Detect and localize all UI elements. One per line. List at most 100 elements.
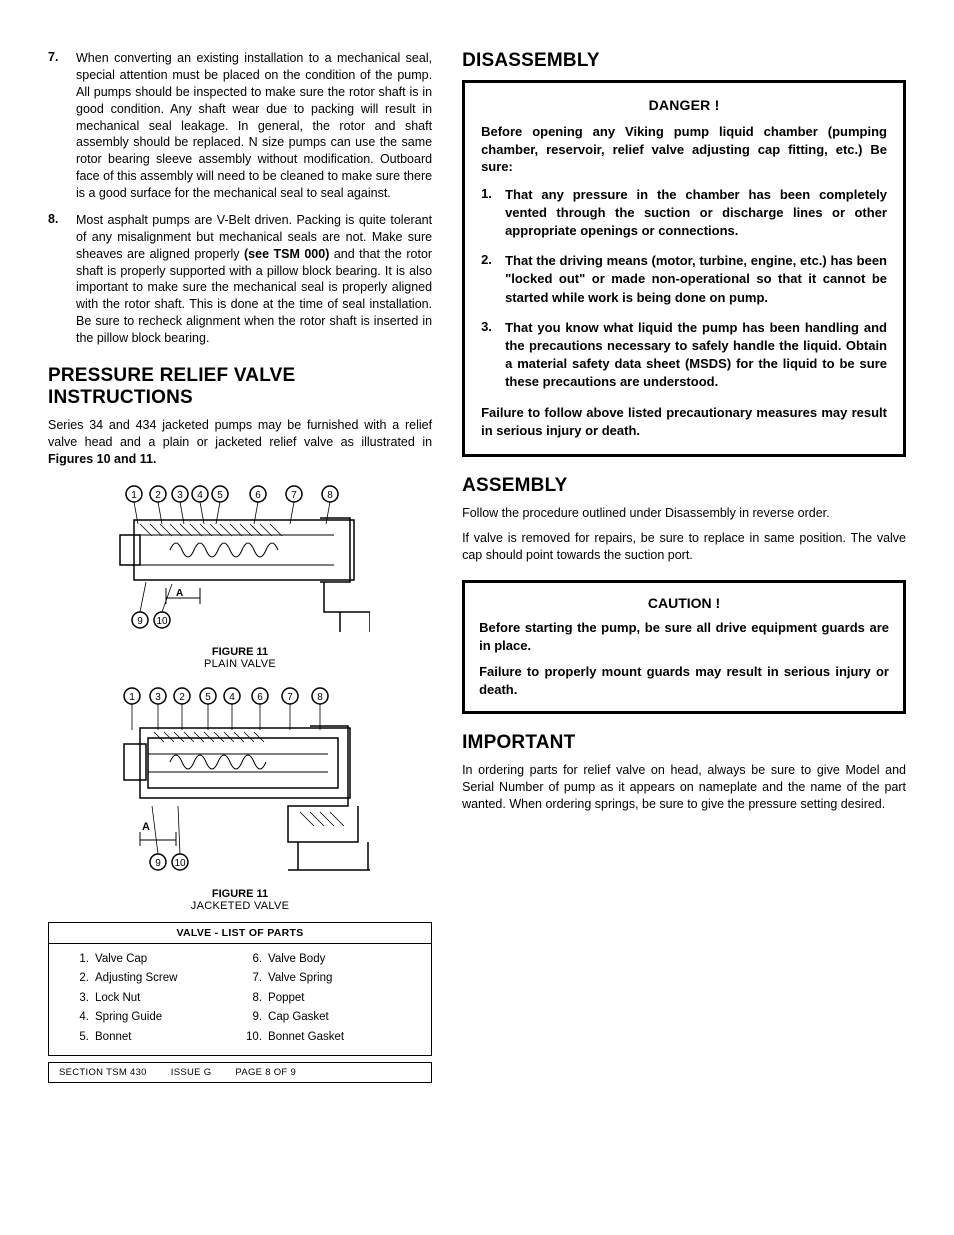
- important-heading: IMPORTANT: [462, 732, 906, 754]
- parts-row: 7.Valve Spring: [246, 969, 419, 989]
- caution-title: CAUTION !: [479, 595, 889, 611]
- footer-section: SECTION TSM 430: [59, 1067, 147, 1078]
- assembly-p2: If valve is removed for repairs, be sure…: [462, 530, 906, 564]
- prv-heading: PRESSURE RELIEF VALVE INSTRUCTIONS: [48, 365, 432, 409]
- part-number: 3.: [73, 989, 95, 1009]
- parts-col-a: 1.Valve Cap2.Adjusting Screw3.Lock Nut4.…: [73, 950, 246, 1048]
- part-name: Poppet: [268, 989, 419, 1009]
- parts-row: 1.Valve Cap: [73, 950, 246, 970]
- parts-row: 4.Spring Guide: [73, 1008, 246, 1028]
- svg-text:5: 5: [205, 692, 211, 703]
- instruction-list: 7.When converting an existing installati…: [48, 50, 432, 347]
- svg-text:2: 2: [179, 692, 185, 703]
- danger-item-number: 1.: [481, 186, 505, 241]
- svg-text:6: 6: [257, 692, 263, 703]
- page-footer-strip: SECTION TSM 430 ISSUE G PAGE 8 OF 9: [48, 1062, 432, 1083]
- part-number: 7.: [246, 969, 268, 989]
- part-name: Lock Nut: [95, 989, 246, 1009]
- caution-p2: Failure to properly mount guards may res…: [479, 663, 889, 699]
- danger-item-text: That the driving means (motor, turbine, …: [505, 252, 887, 307]
- danger-item-text: That any pressure in the chamber has bee…: [505, 186, 887, 241]
- svg-text:7: 7: [287, 692, 293, 703]
- svg-text:1: 1: [131, 490, 137, 501]
- danger-footer: Failure to follow above listed precautio…: [481, 404, 887, 440]
- footer-issue: ISSUE G: [171, 1067, 212, 1078]
- svg-text:A: A: [176, 588, 183, 599]
- caution-p1: Before starting the pump, be sure all dr…: [479, 619, 889, 655]
- jacketed-valve-diagram: 1 3 2 5 4 6 7 8 A 9 10: [110, 682, 370, 882]
- danger-item: 2.That the driving means (motor, turbine…: [481, 252, 887, 307]
- danger-item-number: 2.: [481, 252, 505, 307]
- svg-text:10: 10: [156, 616, 168, 627]
- parts-row: 8.Poppet: [246, 989, 419, 1009]
- parts-row: 3.Lock Nut: [73, 989, 246, 1009]
- svg-text:3: 3: [155, 692, 161, 703]
- left-column: 7.When converting an existing installati…: [48, 50, 432, 1083]
- part-number: 2.: [73, 969, 95, 989]
- part-name: Bonnet Gasket: [268, 1028, 419, 1048]
- svg-text:4: 4: [229, 692, 235, 703]
- part-name: Adjusting Screw: [95, 969, 246, 989]
- svg-text:5: 5: [217, 490, 223, 501]
- svg-text:2: 2: [155, 490, 161, 501]
- parts-row: 2.Adjusting Screw: [73, 969, 246, 989]
- part-name: Valve Cap: [95, 950, 246, 970]
- plain-valve-diagram: 1 2 3 4 5 6 7 8 A 9: [110, 480, 370, 640]
- part-number: 10.: [246, 1028, 268, 1048]
- disassembly-heading: DISASSEMBLY: [462, 50, 906, 72]
- figure-jacketed-valve: 1 3 2 5 4 6 7 8 A 9 10: [48, 682, 432, 912]
- fig2-caption: FIGURE 11: [48, 888, 432, 900]
- svg-text:7: 7: [291, 490, 297, 501]
- svg-text:A: A: [142, 821, 150, 833]
- instruction-number: 8.: [48, 212, 76, 347]
- instruction-item: 8.Most asphalt pumps are V-Belt driven. …: [48, 212, 432, 347]
- part-name: Spring Guide: [95, 1008, 246, 1028]
- valve-parts-table: VALVE - LIST OF PARTS 1.Valve Cap2.Adjus…: [48, 922, 432, 1057]
- svg-text:6: 6: [255, 490, 261, 501]
- danger-lead: Before opening any Viking pump liquid ch…: [481, 123, 887, 176]
- danger-item: 1.That any pressure in the chamber has b…: [481, 186, 887, 241]
- part-number: 1.: [73, 950, 95, 970]
- svg-text:8: 8: [327, 490, 333, 501]
- caution-box: CAUTION ! Before starting the pump, be s…: [462, 580, 906, 715]
- part-number: 6.: [246, 950, 268, 970]
- important-paragraph: In ordering parts for relief valve on he…: [462, 762, 906, 813]
- part-number: 8.: [246, 989, 268, 1009]
- figure-plain-valve: 1 2 3 4 5 6 7 8 A 9: [48, 480, 432, 670]
- svg-text:4: 4: [197, 490, 203, 501]
- fig1-subcaption: PLAIN VALVE: [48, 658, 432, 670]
- instruction-number: 7.: [48, 50, 76, 202]
- assembly-heading: ASSEMBLY: [462, 475, 906, 497]
- danger-title: DANGER !: [481, 97, 887, 113]
- svg-text:10: 10: [174, 858, 186, 869]
- part-name: Valve Spring: [268, 969, 419, 989]
- danger-item-number: 3.: [481, 319, 505, 392]
- parts-row: 9.Cap Gasket: [246, 1008, 419, 1028]
- danger-item-text: That you know what liquid the pump has b…: [505, 319, 887, 392]
- instruction-item: 7.When converting an existing installati…: [48, 50, 432, 202]
- instruction-text: Most asphalt pumps are V-Belt driven. Pa…: [76, 212, 432, 347]
- parts-table-title: VALVE - LIST OF PARTS: [49, 923, 431, 944]
- parts-row: 6.Valve Body: [246, 950, 419, 970]
- part-name: Bonnet: [95, 1028, 246, 1048]
- part-number: 9.: [246, 1008, 268, 1028]
- parts-row: 5.Bonnet: [73, 1028, 246, 1048]
- svg-text:9: 9: [137, 616, 143, 627]
- part-number: 4.: [73, 1008, 95, 1028]
- part-name: Valve Body: [268, 950, 419, 970]
- part-name: Cap Gasket: [268, 1008, 419, 1028]
- parts-col-b: 6.Valve Body7.Valve Spring8.Poppet9.Cap …: [246, 950, 419, 1048]
- fig1-caption: FIGURE 11: [48, 646, 432, 658]
- danger-item: 3.That you know what liquid the pump has…: [481, 319, 887, 392]
- fig2-subcaption: JACKETED VALVE: [48, 900, 432, 912]
- prv-intro-paragraph: Series 34 and 434 jacketed pumps may be …: [48, 417, 432, 468]
- footer-page: PAGE 8 OF 9: [235, 1067, 296, 1078]
- parts-row: 10.Bonnet Gasket: [246, 1028, 419, 1048]
- svg-text:3: 3: [177, 490, 183, 501]
- part-number: 5.: [73, 1028, 95, 1048]
- danger-list: 1.That any pressure in the chamber has b…: [481, 186, 887, 392]
- svg-text:9: 9: [155, 858, 161, 869]
- danger-box: DANGER ! Before opening any Viking pump …: [462, 80, 906, 457]
- svg-text:8: 8: [317, 692, 323, 703]
- svg-text:1: 1: [129, 692, 135, 703]
